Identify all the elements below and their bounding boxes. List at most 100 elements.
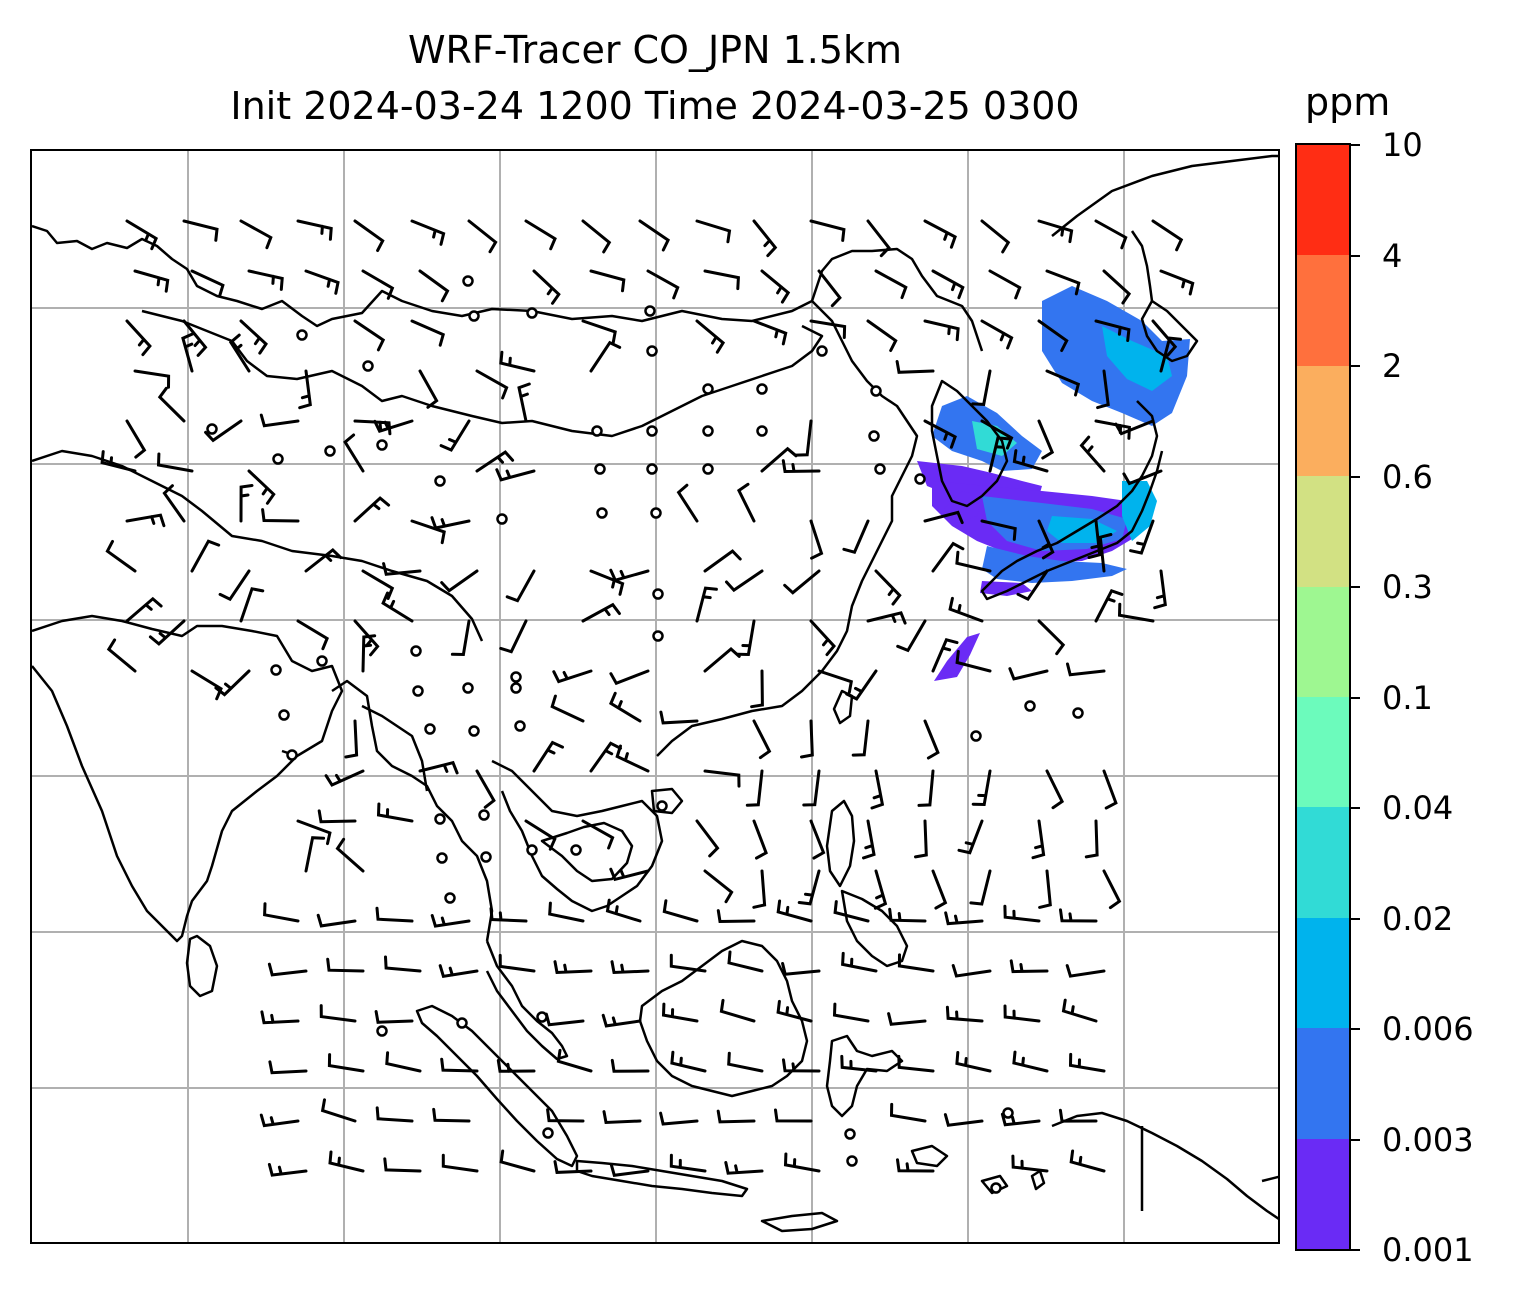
calm-wind-circle <box>570 844 582 856</box>
calm-wind-circle <box>844 1128 856 1140</box>
calm-wind-circle <box>914 473 926 485</box>
wind-barb <box>1087 519 1102 559</box>
wind-barb <box>263 902 300 923</box>
calm-wind-circle <box>756 425 768 437</box>
calm-wind-circle <box>510 682 522 694</box>
wind-barb <box>1068 1052 1106 1073</box>
wind-barb <box>157 386 186 423</box>
wind-barb <box>669 1153 707 1173</box>
calm-wind-circle <box>468 310 480 322</box>
wind-barb <box>524 819 557 851</box>
wind-barb <box>703 549 742 573</box>
wind-barb <box>943 1113 984 1127</box>
coastline-timor <box>760 1211 839 1233</box>
wind-barb <box>344 719 359 759</box>
wind-barb <box>752 819 768 860</box>
wind-barb <box>670 1050 707 1073</box>
wind-barb <box>556 1048 593 1073</box>
colorbar-tick <box>1350 144 1360 146</box>
wind-barb <box>1094 219 1128 250</box>
chart-title-line1: WRF-Tracer CO_JPN 1.5km <box>407 28 903 72</box>
wind-barb <box>353 219 385 252</box>
wind-barb <box>866 319 898 352</box>
wind-barb <box>1066 662 1106 677</box>
wind-barb <box>1037 219 1074 244</box>
coastline-northern-border <box>32 224 984 352</box>
wind-barb <box>228 333 251 373</box>
wind-barb <box>317 809 357 824</box>
coastline-australia-top <box>1261 1175 1278 1183</box>
wind-barb <box>316 913 357 928</box>
wind-barb <box>324 769 365 787</box>
wind-barb <box>873 869 888 910</box>
wind-barb <box>1058 1108 1098 1123</box>
wind-barb <box>1045 269 1081 296</box>
wind-barb <box>190 669 223 701</box>
wind-barb <box>267 1163 308 1177</box>
coastline-sri-lanka <box>185 934 219 998</box>
wind-barb <box>781 962 821 976</box>
wind-barb <box>980 319 1014 350</box>
wind-barb <box>1129 519 1155 555</box>
wind-barb <box>239 219 273 250</box>
wind-barb <box>1061 998 1098 1023</box>
colorbar-segment <box>1297 697 1349 808</box>
wind-barb <box>544 1012 585 1027</box>
calm-wind-circle <box>462 682 474 694</box>
wind-barb <box>1037 419 1055 460</box>
colorbar-tick-label: 0.02 <box>1382 899 1454 938</box>
wind-barb <box>957 819 984 855</box>
wind-barb <box>375 906 414 923</box>
wind-barb <box>969 869 992 906</box>
wind-barb <box>1037 319 1069 352</box>
calm-wind-circle <box>296 329 308 341</box>
wind-barb <box>410 219 446 246</box>
calm-wind-circle <box>846 1155 858 1167</box>
wind-barb <box>125 596 163 623</box>
calm-wind-circle <box>410 645 422 657</box>
wind-barb <box>1084 819 1099 859</box>
calm-wind-circle <box>874 463 886 475</box>
wind-barb <box>923 510 964 525</box>
wind-barb <box>895 360 935 374</box>
calm-wind-circle <box>514 720 526 732</box>
calm-wind-markers <box>206 275 1084 1194</box>
wind-barb <box>888 907 927 923</box>
plume-honshu-south <box>982 546 1127 583</box>
wind-barb <box>361 269 395 300</box>
wind-barb <box>752 719 772 760</box>
wind-barb <box>745 769 764 807</box>
wind-barb <box>581 602 621 623</box>
wind-barb <box>298 369 312 410</box>
coastline-philippines-south <box>840 889 909 968</box>
wind-barb <box>259 413 300 428</box>
wind-barb <box>239 587 265 623</box>
wind-barb <box>430 914 471 928</box>
calm-wind-circle <box>594 463 606 475</box>
wind-barb <box>1102 769 1118 810</box>
coastline-india-peninsula <box>32 665 298 943</box>
wind-barb <box>971 769 992 807</box>
wind-barb <box>1038 869 1052 909</box>
wind-barb <box>951 964 992 978</box>
wind-barb <box>1102 269 1132 305</box>
map-panel[interactable] <box>30 149 1280 1244</box>
wind-barb <box>239 484 254 523</box>
wind-barb <box>727 1051 764 1073</box>
wind-barb <box>610 960 650 975</box>
wind-barb <box>100 450 137 473</box>
wind-barb <box>615 744 650 773</box>
wind-barb <box>156 452 194 473</box>
calm-wind-circle <box>870 385 882 397</box>
wind-barb <box>923 319 960 342</box>
wind-barb <box>546 1108 585 1123</box>
wind-barb <box>716 1109 756 1124</box>
calm-wind-circle <box>702 425 714 437</box>
wind-barb <box>589 340 622 373</box>
wind-barb <box>304 548 343 573</box>
wind-barb <box>866 219 891 258</box>
wind-barb <box>148 619 186 646</box>
wind-barb <box>125 419 147 459</box>
wind-barb <box>870 769 885 810</box>
wind-barb <box>267 962 308 977</box>
